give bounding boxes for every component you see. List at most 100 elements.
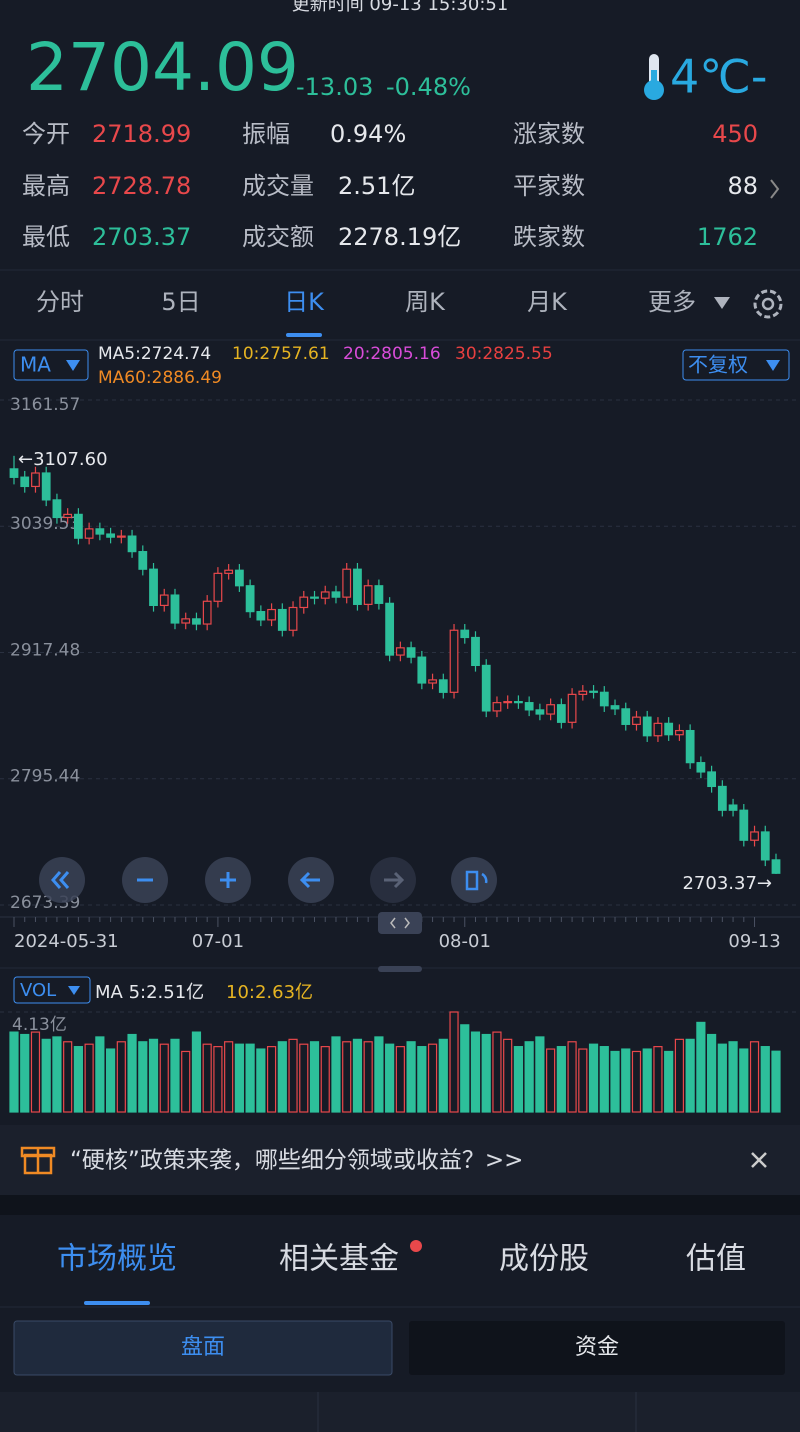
volume-bar [385,1043,395,1113]
volume-bar [427,1043,438,1113]
bottom-tab[interactable]: 估值 [686,1242,746,1277]
settings-icon[interactable] [753,289,783,319]
stat-label: 成交量 [242,172,314,200]
banner-text[interactable]: “硬核”政策来袭，哪些细分领域或收益？>> [70,1148,523,1174]
segment-label[interactable]: 盘面 [181,1335,225,1360]
stat-value: 1762 [697,223,758,251]
stat-label: 最高 [22,172,70,200]
tab[interactable]: 5日 [161,288,200,316]
close-button[interactable] [751,1152,767,1168]
volume-bar [116,1041,126,1113]
candle-body [739,809,749,841]
control-button[interactable] [451,857,497,903]
volume-indicator[interactable]: VOL [20,980,56,1001]
volume-bar [30,1031,41,1113]
list-row [0,1392,800,1432]
candle-body [589,690,598,693]
volume-bar [513,1046,524,1113]
adjust[interactable]: 不复权 [688,353,748,377]
volume-bar [760,1046,770,1113]
volume-bar [460,1024,470,1113]
volume-bar [438,1038,448,1113]
volume-bar [631,1050,642,1113]
volume-bar [535,1036,545,1113]
candle-body [192,618,201,625]
segment[interactable] [409,1321,785,1375]
price-chart: 3161.573039.532917.482795.442673.392024-… [0,395,800,952]
x-tick-label: 07-01 [192,931,244,952]
volume-bar [374,1036,384,1113]
volume-bar [213,1046,223,1113]
candle-body [578,690,588,695]
volume-bar [73,1046,83,1113]
volume-bar [728,1041,738,1113]
ma-legend: 20:2805.16 [343,344,441,364]
volume-bar [288,1038,298,1113]
bottom-tab-active[interactable]: 市场概览 [57,1242,177,1277]
stat-value: 0.94% [330,120,406,148]
candle-body [95,528,105,535]
candle-body [52,499,62,519]
candle-body [492,702,502,712]
candle-body [621,708,631,725]
candle-body [771,859,781,874]
tab[interactable]: 月K [527,288,568,316]
candle-body [567,693,577,723]
candle-body [127,535,137,553]
dropdown-arrow [66,360,80,371]
volume-bar [395,1046,405,1113]
volume-select[interactable] [13,976,91,1004]
volume-chart: 4.13亿 [0,1011,800,1113]
banner[interactable] [0,1125,800,1195]
price: 2704.09 [26,29,299,106]
volume-bar [685,1038,695,1113]
adjust-select[interactable] [682,349,790,381]
candle-body [696,762,706,773]
scroll-handle[interactable] [378,912,422,934]
segment-active[interactable] [13,1320,393,1376]
tab[interactable]: 更多 [648,288,696,316]
stat-value: 2703.37 [92,223,191,251]
volume-bar [277,1041,287,1113]
volume-bar [352,1038,363,1113]
thermometer-icon [644,54,664,100]
candle-body [428,679,437,684]
volume-bar [556,1046,566,1113]
volume-bar [20,1033,30,1113]
candle-body [234,569,244,587]
volume-bar [739,1048,749,1113]
volume-bar [674,1038,685,1113]
candle-body [642,716,652,737]
indicator-select[interactable] [13,349,89,381]
candle-body [395,647,405,656]
dropdown-arrow[interactable] [714,297,730,309]
indicator[interactable]: MA [20,353,51,377]
bottom-tab[interactable]: 成份股 [499,1242,589,1277]
volume-bar [642,1048,652,1113]
chevron[interactable] [770,179,780,199]
gap [0,1195,800,1215]
change-pct: -0.48% [386,73,471,101]
high-label: ←3107.60 [18,449,108,470]
tab[interactable]: 分时 [36,288,84,316]
resize-handle[interactable] [378,966,422,972]
stat-label: 最低 [22,223,70,251]
candle-body [20,476,30,488]
bottom-tab[interactable]: 相关基金 [279,1242,399,1277]
sentiment[interactable]: 4℃- [670,50,768,104]
tab[interactable]: 周K [405,288,446,316]
candle-body [760,831,770,861]
volume-bar [320,1046,330,1113]
candle-body [514,701,523,704]
segment-label[interactable]: 资金 [575,1335,619,1360]
tab-active[interactable]: 日K [284,288,325,316]
volume-bar [492,1031,502,1113]
candle-body [267,608,276,621]
volume-bar [653,1046,663,1113]
candle-body [159,594,169,607]
volume-bar [41,1038,51,1113]
candle-body [503,701,513,704]
candle-body [84,528,94,539]
